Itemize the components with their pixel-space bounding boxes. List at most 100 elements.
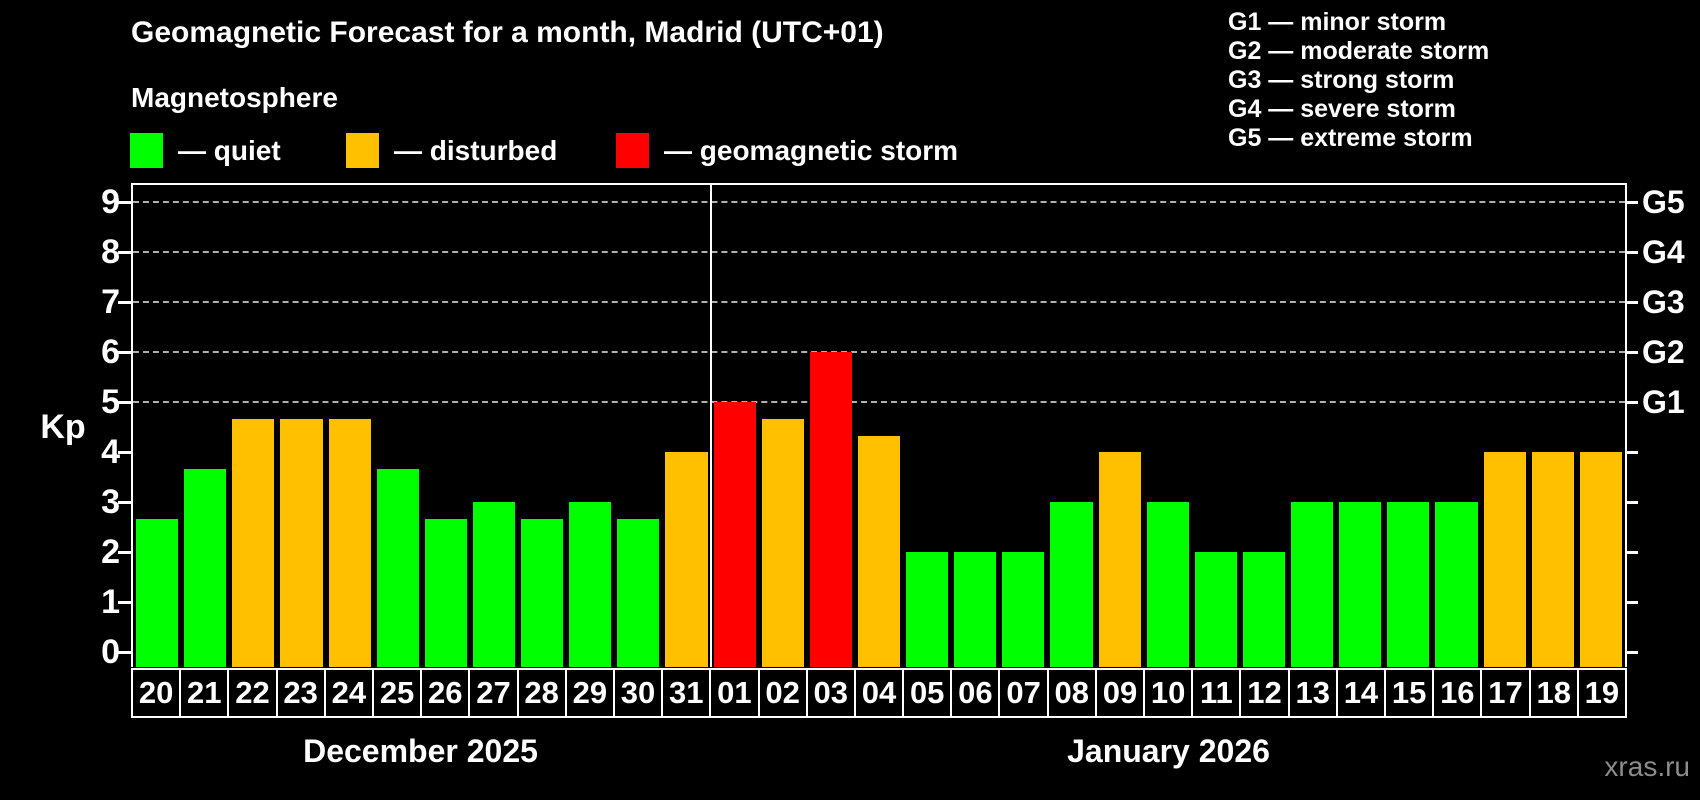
kp-bar-01 [713, 402, 756, 667]
right-tick-kp6 [1625, 350, 1638, 354]
left-tick-kp2 [118, 550, 131, 554]
x-axis-day-strip: 20 21 22 23 24 25 26 27 28 29 30 31 01 02 03 04 05 06 07 08… [131, 668, 1627, 718]
month-separator-line [709, 185, 712, 667]
g3-definition: G3 — strong storm [1228, 66, 1455, 94]
kp-bar-05 [906, 552, 949, 667]
day-label-25: 25 [373, 670, 421, 716]
left-tick-kp5 [118, 400, 131, 404]
kp-bar-23 [280, 418, 323, 667]
kp-bar-12 [1242, 552, 1286, 667]
kp-bar-04 [857, 435, 901, 667]
kp-bar-16 [1435, 502, 1478, 667]
legend-quiet-label: — quiet [178, 134, 281, 166]
kp-bar-26 [424, 518, 467, 667]
kp-bar-18 [1531, 452, 1574, 667]
day-label-18: 18 [1530, 670, 1577, 716]
chart-plot-area [131, 183, 1627, 667]
gridline-kp6 [133, 351, 1625, 353]
kp-bar-03 [809, 352, 852, 667]
day-label-12: 12 [1241, 670, 1288, 716]
day-label-05: 05 [904, 670, 951, 716]
kp-bar-15 [1387, 502, 1430, 667]
kp-bar-09 [1098, 452, 1141, 667]
right-tick-kp8 [1625, 250, 1638, 254]
right-axis-label-g3: G3 [1642, 284, 1685, 320]
kp-bar-14 [1339, 502, 1382, 667]
kp-bar-25 [376, 468, 419, 667]
left-tick-kp4 [118, 450, 131, 454]
right-tick-kp7 [1625, 300, 1638, 304]
quiet-color-swatch [130, 133, 163, 168]
left-tick-kp6 [118, 350, 131, 354]
right-tick-kp5 [1625, 400, 1638, 404]
gridline-kp7 [133, 301, 1625, 303]
y-tick-label-2: 2 [101, 533, 120, 571]
day-label-28: 28 [518, 670, 565, 716]
legend-item-disturbed: — disturbed [346, 133, 557, 168]
day-label-09: 09 [1096, 670, 1144, 716]
page-title: Geomagnetic Forecast for a month, Madrid… [131, 16, 884, 49]
right-tick-kp9 [1625, 200, 1638, 204]
kp-bar-07 [1002, 552, 1045, 667]
day-label-08: 08 [1048, 670, 1095, 716]
kp-bar-30 [617, 518, 660, 667]
kp-bar-31 [665, 452, 708, 667]
day-label-06: 06 [952, 670, 999, 716]
right-tick-kp3 [1625, 500, 1638, 504]
legend-disturbed-label: — disturbed [394, 134, 558, 166]
gridline-kp8 [133, 251, 1625, 253]
right-axis-label-g1: G1 [1642, 384, 1685, 420]
gridline-kp5 [133, 401, 1625, 403]
day-label-01: 01 [711, 670, 758, 716]
kp-bar-17 [1483, 452, 1526, 667]
right-axis-label-g5: G5 [1642, 184, 1685, 220]
g-scale-legend: G1 — minor storm G2 — moderate storm G3 … [1228, 8, 1489, 153]
day-label-26: 26 [422, 670, 469, 716]
legend-item-quiet: — quiet [130, 133, 281, 168]
day-label-17: 17 [1482, 670, 1529, 716]
kp-bar-02 [761, 418, 804, 667]
kp-bar-27 [472, 502, 516, 667]
right-tick-kp2 [1625, 550, 1638, 554]
y-tick-label-1: 1 [101, 583, 120, 621]
day-label-04: 04 [855, 670, 903, 716]
kp-bar-21 [184, 468, 227, 667]
watermark: xras.ru [1604, 751, 1690, 782]
kp-bar-28 [521, 518, 564, 667]
day-label-29: 29 [566, 670, 613, 716]
day-label-03: 03 [807, 670, 854, 716]
day-label-14: 14 [1337, 670, 1385, 716]
g2-definition: G2 — moderate storm [1228, 37, 1490, 65]
day-label-11: 11 [1193, 670, 1240, 716]
day-label-23: 23 [277, 670, 324, 716]
right-tick-kp4 [1625, 450, 1638, 454]
gridline-kp9 [133, 201, 1625, 203]
left-tick-kp3 [118, 500, 131, 504]
y-tick-label-7: 7 [101, 283, 120, 321]
kp-bar-13 [1291, 502, 1334, 667]
legend-storm-label: — geomagnetic storm [664, 134, 959, 166]
day-label-31: 31 [663, 670, 710, 716]
right-axis-label-g4: G4 [1642, 234, 1685, 270]
day-label-27: 27 [470, 670, 517, 716]
g5-definition: G5 — extreme storm [1228, 124, 1473, 152]
y-tick-label-3: 3 [101, 483, 120, 521]
kp-bar-06 [954, 552, 997, 667]
magnetosphere-label: Magnetosphere [131, 82, 338, 113]
day-label-21: 21 [181, 670, 228, 716]
day-label-30: 30 [614, 670, 662, 716]
kp-bar-10 [1146, 502, 1189, 667]
left-tick-kp7 [118, 300, 131, 304]
y-tick-label-8: 8 [101, 233, 120, 271]
bars-container [133, 185, 1625, 667]
g1-definition: G1 — minor storm [1228, 8, 1447, 36]
right-tick-kp0 [1625, 650, 1638, 654]
y-tick-label-5: 5 [101, 383, 120, 421]
day-label-10: 10 [1145, 670, 1192, 716]
day-label-02: 02 [759, 670, 806, 716]
y-tick-label-9: 9 [101, 183, 120, 221]
day-label-22: 22 [229, 670, 276, 716]
kp-bar-20 [136, 518, 179, 667]
day-label-20: 20 [133, 670, 180, 716]
day-label-13: 13 [1289, 670, 1336, 716]
